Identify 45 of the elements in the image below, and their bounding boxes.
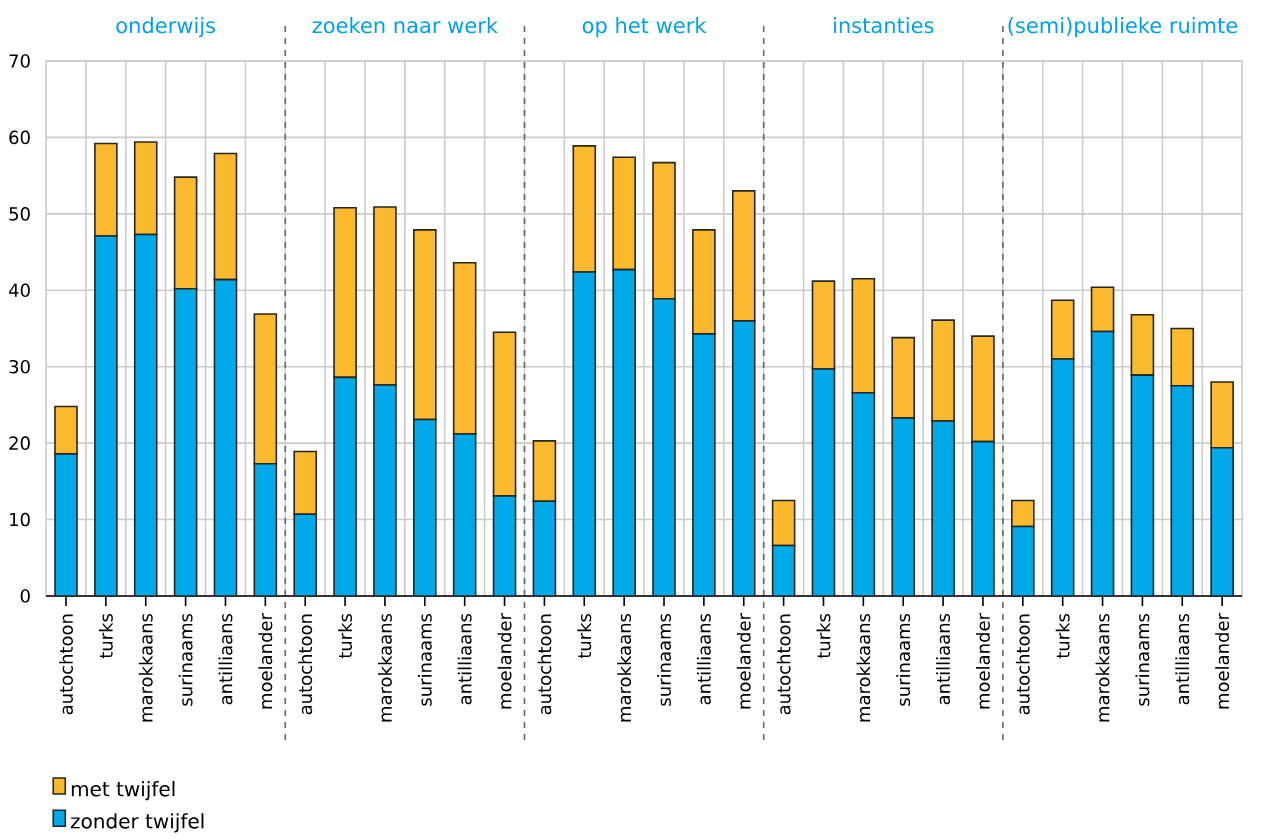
x-tick-label: surinaams (1135, 613, 1150, 706)
x-tick-label: surinaams (896, 613, 911, 706)
y-tick-label: 40 (8, 283, 30, 298)
x-tick-label: autochtoon (298, 614, 313, 715)
x-tick-label: marokkaans (377, 613, 392, 722)
text: (semi)publieke ruimte (1008, 17, 1238, 38)
y-tick-label: 70 (9, 54, 30, 68)
x-tick-label: antilliaans (218, 613, 233, 705)
x-tick-label: turks (338, 613, 353, 659)
text: instanties (834, 17, 934, 34)
x-tick-label: marokkaans (856, 613, 871, 722)
y-tick-label: 20 (9, 436, 30, 450)
x-tick-label: marokkaans (1095, 613, 1110, 722)
x-tick-label: marokkaans (617, 613, 632, 722)
x-tick-label: turks (98, 613, 113, 659)
legend-label: met twijfel (71, 780, 175, 801)
x-tick-label: autochtoon (537, 614, 552, 715)
x-tick-label: antilliaans (1175, 613, 1190, 705)
x-tick-label: antilliaans (936, 613, 951, 705)
x-tick-label: autochtoon (1015, 614, 1030, 715)
text: zoeken naar werk (312, 17, 498, 34)
x-tick-label: autochtoon (776, 614, 791, 715)
x-tick-label: marokkaans (138, 613, 153, 722)
x-tick-label: surinaams (657, 613, 671, 706)
legend-label: zonder twijfel (70, 813, 204, 833)
y-tick-label: 50 (9, 207, 30, 221)
x-tick-label: turks (1055, 613, 1070, 659)
x-tick-label: moelander (258, 613, 273, 709)
x-tick-label: autochtoon (59, 614, 73, 715)
y-tick-label: 60 (9, 130, 30, 145)
x-tick-label: moelander (497, 613, 512, 709)
x-tick-label: moelander (736, 613, 751, 709)
x-tick-label: antilliaans (696, 613, 711, 705)
x-tick-label: surinaams (417, 613, 432, 706)
x-tick-label: moelander (975, 613, 990, 709)
x-tick-label: turks (816, 613, 831, 659)
y-tick-label: 0 (20, 589, 30, 603)
text: op het werk (582, 17, 707, 38)
x-tick-label: turks (577, 613, 592, 659)
x-tick-label: antilliaans (457, 613, 472, 705)
y-tick-label: 30 (9, 359, 30, 374)
x-tick-label: surinaams (178, 613, 193, 706)
y-tick-label: 10 (10, 512, 30, 527)
text: onderwijs (116, 17, 216, 38)
x-tick-label: moelander (1215, 613, 1230, 709)
